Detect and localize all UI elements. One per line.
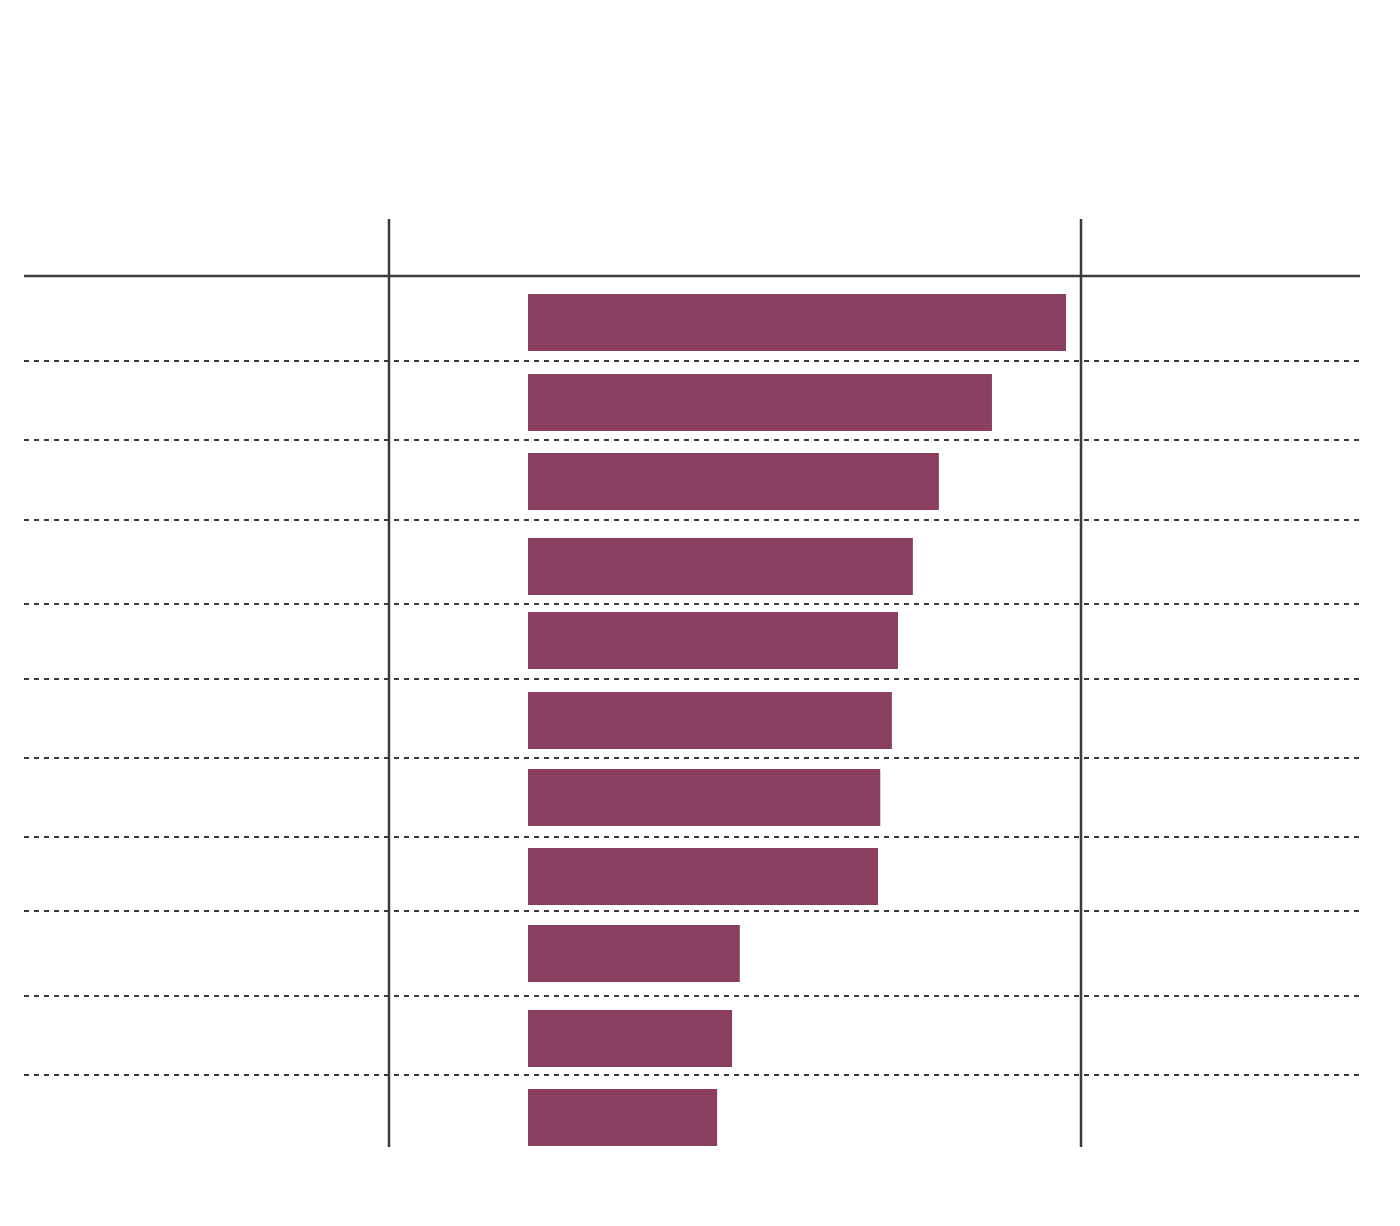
bar [528, 769, 881, 826]
bar [528, 692, 892, 749]
bar [528, 294, 1067, 351]
bar [528, 925, 740, 982]
bar [528, 848, 879, 905]
bar [528, 1010, 733, 1067]
bar [528, 374, 992, 431]
rows [24, 294, 1360, 1146]
bar [528, 538, 913, 595]
bar [528, 612, 898, 669]
bar [528, 453, 939, 510]
bar [528, 1089, 718, 1146]
